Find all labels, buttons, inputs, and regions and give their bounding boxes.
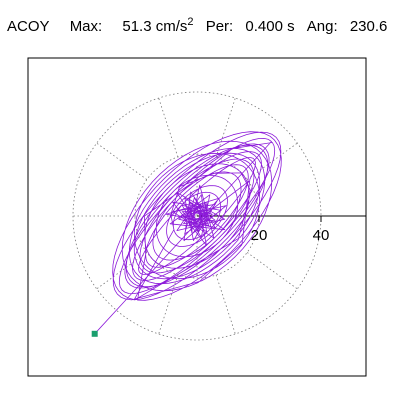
- end-marker: [91, 330, 98, 337]
- component-label: ACOY: [7, 18, 50, 35]
- grid-spoke-3: [158, 97, 179, 158]
- max-label: Max:: [69, 18, 103, 35]
- x-tick-label-0: 20: [251, 227, 268, 244]
- max-value: 51.3 cm/s2: [122, 16, 194, 35]
- period-value: 0.400 s: [245, 18, 295, 35]
- max-unit-exponent: 2: [187, 16, 194, 28]
- plot-frame: [27, 57, 367, 377]
- x-tick-label-1: 40: [313, 227, 330, 244]
- grid-spoke-9: [246, 252, 298, 290]
- chart-header: ACOY Max: 51.3 cm/s2 Per: 0.400 s Ang: 2…: [7, 16, 387, 35]
- grid-spoke-6: [96, 252, 148, 290]
- grid-spoke-4: [96, 142, 148, 180]
- angle-value: 230.6: [349, 18, 388, 35]
- period-label: Per:: [205, 18, 234, 35]
- orbit-trace: [94, 131, 282, 335]
- end-marker-square: [91, 330, 98, 337]
- angle-label: Ang:: [306, 18, 338, 35]
- orbit-path: [94, 131, 282, 335]
- grid-spoke-8: [215, 274, 236, 335]
- axis-ticks: 20 40: [251, 216, 330, 244]
